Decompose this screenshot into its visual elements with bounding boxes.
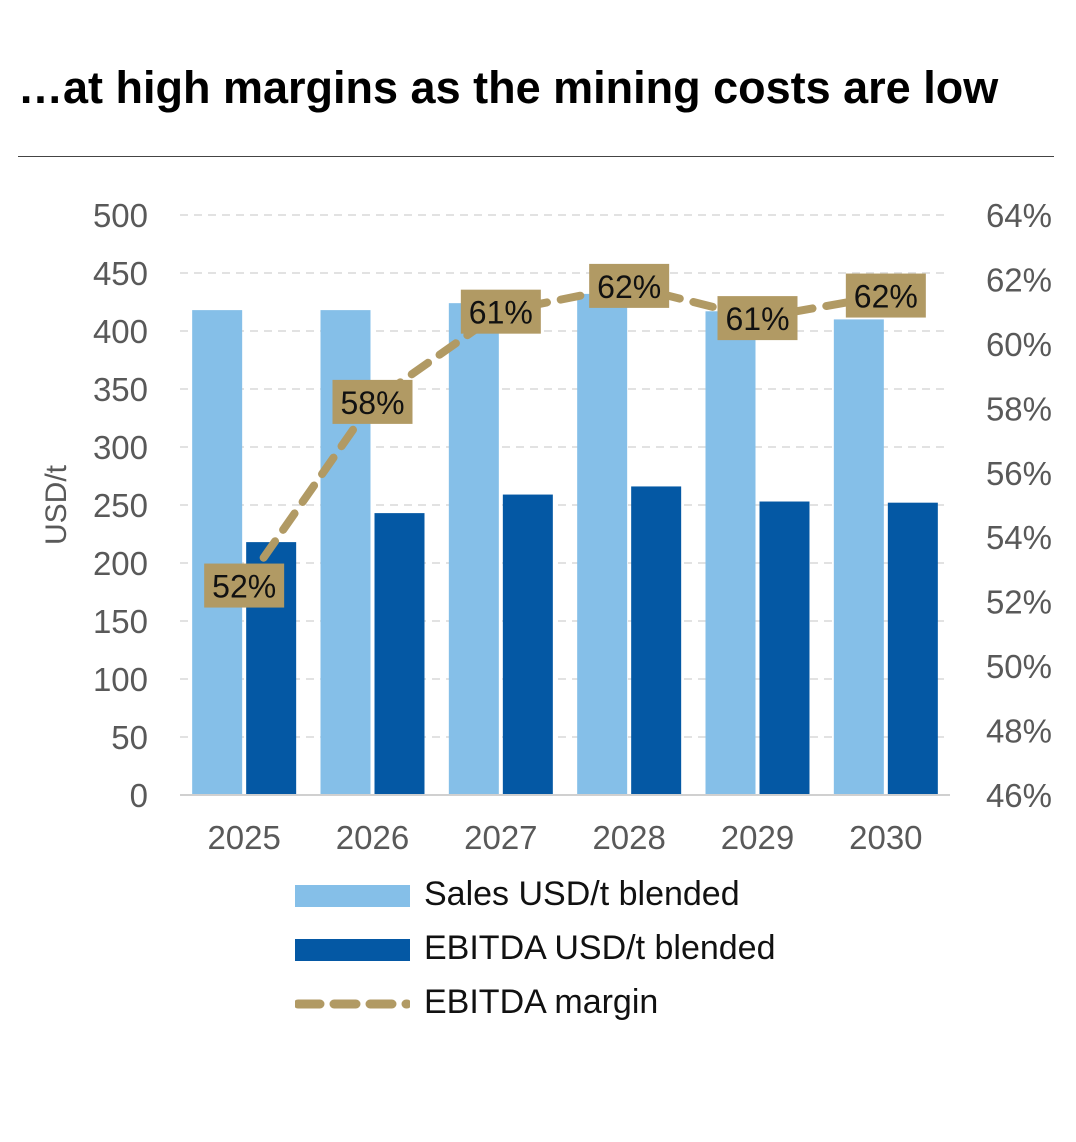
legend-label-margin: EBITDA margin <box>424 983 659 1021</box>
ebitda-bar <box>502 494 553 795</box>
y-tick-label: 500 <box>93 197 148 234</box>
margin-label-text: 61% <box>469 295 533 331</box>
sales-bar <box>577 293 628 795</box>
y-tick-label: 100 <box>93 661 148 698</box>
sales-bar <box>192 310 243 795</box>
y-tick-label: 150 <box>93 603 148 640</box>
y2-tick-label: 54% <box>986 519 1052 556</box>
y-tick-label: 350 <box>93 371 148 408</box>
margin-label-text: 58% <box>340 385 404 421</box>
legend-label-sales: Sales USD/t blended <box>424 875 740 913</box>
margin-data-label: 52% <box>204 563 285 608</box>
title-divider <box>18 156 1054 157</box>
ebitda-bar <box>631 486 682 795</box>
chart-title: …at high margins as the mining costs are… <box>18 62 999 113</box>
x-tick-label: 2029 <box>721 819 794 856</box>
y-tick-label: 450 <box>93 255 148 292</box>
ebitda-bar <box>374 513 425 795</box>
margin-label-box <box>332 379 413 424</box>
margin-label-box <box>717 296 798 341</box>
margin-data-label: 58% <box>332 379 413 424</box>
margin-label-text: 62% <box>854 279 918 315</box>
legend-item-sales: Sales USD/t blended <box>295 872 855 922</box>
x-axis-tick-labels: 2025 2026 2027 2028 2029 2030 <box>207 819 922 856</box>
margin-data-label: 61% <box>460 289 541 334</box>
y-tick-label: 50 <box>111 719 148 756</box>
margin-label-box <box>845 273 926 318</box>
ebitda-bar <box>759 501 810 795</box>
y-tick-label: 400 <box>93 313 148 350</box>
y-axis-tick-labels: 0 50 100 150 200 250 300 350 400 450 500 <box>93 197 148 814</box>
y2-axis-tick-labels: 46% 48% 50% 52% 54% 56% 58% 60% 62% 64% <box>986 197 1052 814</box>
x-tick-label: 2027 <box>464 819 537 856</box>
y-tick-label: 200 <box>93 545 148 582</box>
y2-tick-label: 58% <box>986 390 1052 427</box>
gridlines <box>180 214 950 738</box>
bars <box>192 293 938 795</box>
y2-tick-label: 50% <box>986 648 1052 685</box>
legend-swatch-sales <box>295 885 410 907</box>
legend-item-margin: EBITDA margin <box>295 980 855 1030</box>
margin-label-text: 61% <box>725 301 789 337</box>
y2-tick-label: 56% <box>986 455 1052 492</box>
margin-label-box <box>460 289 541 334</box>
y2-tick-label: 64% <box>986 197 1052 234</box>
margin-data-labels: 52% 58% 61% 62% 61% 62% <box>204 263 926 608</box>
x-tick-label: 2025 <box>207 819 280 856</box>
y-tick-label: 300 <box>93 429 148 466</box>
y2-tick-label: 52% <box>986 584 1052 621</box>
legend-item-ebitda: EBITDA USD/t blended <box>295 926 855 976</box>
legend-swatch-ebitda <box>295 939 410 961</box>
margin-data-label: 62% <box>845 273 926 318</box>
margin-label-box <box>204 563 285 608</box>
y-axis-title: USD/t <box>40 464 73 545</box>
ebitda-bar <box>887 502 938 795</box>
x-tick-label: 2028 <box>592 819 665 856</box>
margin-data-label: 62% <box>589 263 670 308</box>
y-tick-label: 0 <box>130 777 148 814</box>
legend-swatch-margin <box>295 999 410 1009</box>
legend-label-ebitda: EBITDA USD/t blended <box>424 929 776 967</box>
y2-tick-label: 46% <box>986 777 1052 814</box>
y2-tick-label: 60% <box>986 326 1052 363</box>
x-tick-label: 2026 <box>336 819 409 856</box>
margin-data-label: 61% <box>717 296 798 341</box>
y2-tick-label: 48% <box>986 713 1052 750</box>
margin-label-text: 62% <box>597 269 661 305</box>
margin-label-box <box>589 263 670 308</box>
margin-label-text: 52% <box>212 569 276 605</box>
sales-bar <box>705 311 756 795</box>
x-tick-label: 2030 <box>849 819 922 856</box>
sales-bar <box>833 319 884 795</box>
y2-tick-label: 62% <box>986 261 1052 298</box>
y-tick-label: 250 <box>93 487 148 524</box>
sales-bar <box>448 303 499 795</box>
